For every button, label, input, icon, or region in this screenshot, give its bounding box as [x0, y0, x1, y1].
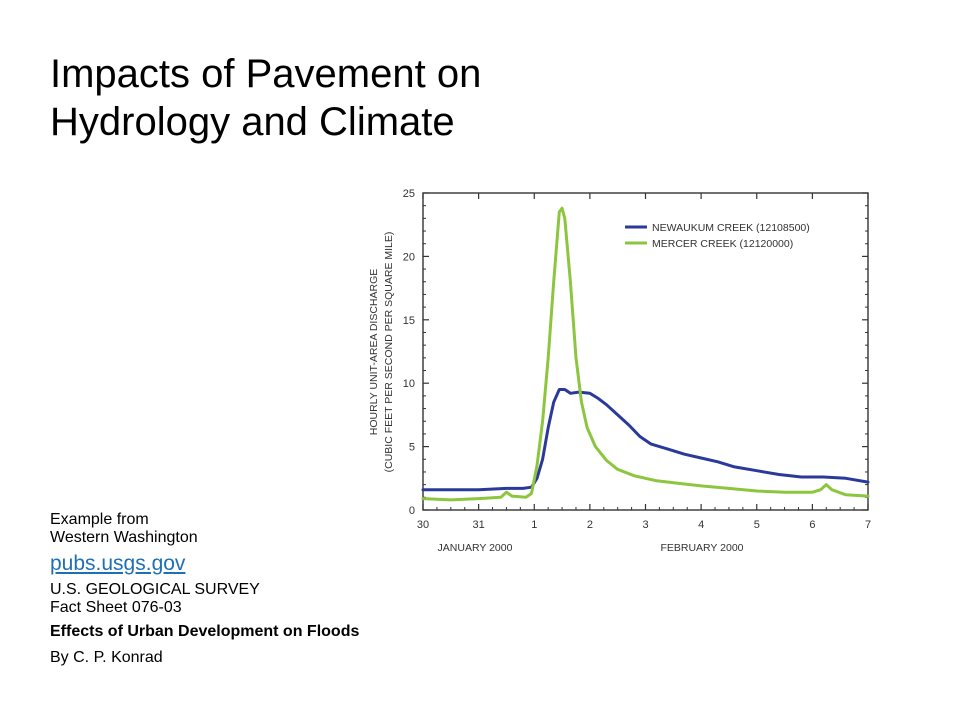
legend-label-newaukum: NEWAUKUM CREEK (12108500) [652, 222, 810, 234]
x-tick-label: 2 [587, 519, 593, 531]
plot-frame [422, 192, 869, 511]
slide-title-line-1: Impacts of Pavement on [50, 52, 482, 96]
x-tick-label: 3 [642, 519, 648, 531]
y-axis-ticks: 0 5 10 15 20 25 [403, 188, 868, 517]
x-tick-label: 6 [809, 519, 815, 531]
chart-series [421, 206, 870, 502]
x-axis-label-february: FEBRUARY 2000 [660, 542, 743, 554]
x-tick-label: 7 [865, 519, 871, 531]
y-tick-label: 5 [409, 442, 415, 454]
source-caption: Example from Western Washington pubs.usg… [50, 511, 450, 667]
fact-sheet-number: Fact Sheet 076-03 [50, 599, 182, 616]
y-tick-label: 0 [409, 505, 415, 517]
slide-title-line-2: Hydrology and Climate [50, 100, 455, 144]
slide-title: Impacts of Pavement on Hydrology and Cli… [50, 50, 481, 146]
x-tick-label: 30 [417, 519, 429, 531]
x-axis-label-january: JANUARY 2000 [438, 542, 513, 554]
example-line-2: Western Washington [50, 529, 198, 546]
chart-legend: NEWAUKUM CREEK (12108500) MERCER CREEK (… [625, 222, 810, 250]
y-axis-label: HOURLY UNIT-AREA DISCHARGE [368, 269, 380, 435]
source-link[interactable]: pubs.usgs.gov [50, 552, 186, 575]
series-line-newaukum [421, 388, 870, 492]
series-line-mercer [421, 206, 870, 502]
y-tick-label: 25 [403, 188, 415, 200]
x-tick-label: 31 [473, 519, 485, 531]
chart-axes [422, 192, 869, 511]
y-axis-label-units: (CUBIC FEET PER SECOND PER SQUARE MILE) [383, 232, 395, 473]
x-tick-label: 5 [754, 519, 760, 531]
y-tick-label: 10 [403, 378, 415, 390]
publication-title: Effects of Urban Development on Floods [50, 623, 360, 640]
y-tick-label: 15 [403, 315, 415, 327]
y-tick-label: 20 [403, 251, 415, 263]
discharge-chart: 0 5 10 15 20 25 30 31 1 2 3 4 5 6 7 NEWAUKUM CREEK (1… [368, 188, 871, 554]
example-line-1: Example from [50, 511, 149, 528]
author-credit: By C. P. Konrad [50, 649, 163, 666]
x-tick-label: 1 [531, 519, 537, 531]
legend-label-mercer: MERCER CREEK (12120000) [652, 238, 793, 250]
x-axis-ticks: 30 31 1 2 3 4 5 6 7 [417, 193, 871, 531]
agency-name: U.S. GEOLOGICAL SURVEY [50, 581, 260, 598]
x-tick-label: 4 [698, 519, 704, 531]
